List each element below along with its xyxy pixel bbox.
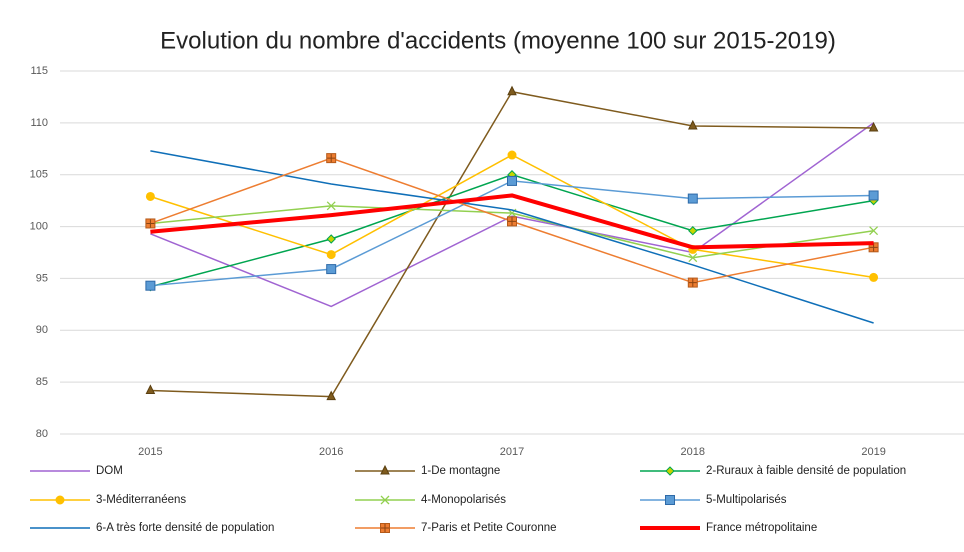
marker [687, 119, 698, 130]
marker [145, 191, 155, 201]
chart-title: Evolution du nombre d'accidents (moyenne… [160, 27, 836, 54]
marker [507, 216, 517, 227]
marker [868, 242, 879, 253]
y-tick-label: 80 [36, 428, 48, 440]
y-tick-label: 100 [30, 220, 48, 232]
marker [687, 277, 698, 288]
marker [687, 193, 698, 204]
legend-label: France métropolitaine [706, 522, 817, 534]
marker [507, 175, 517, 186]
marker [665, 495, 675, 505]
marker [55, 495, 65, 505]
marker [869, 272, 879, 282]
x-tick-label: 2017 [500, 446, 524, 458]
x-tick-label: 2019 [861, 446, 885, 458]
y-tick-label: 110 [30, 117, 48, 129]
x-tick-label: 2018 [681, 446, 705, 458]
legend-label: 2-Ruraux à faible densité de population [706, 465, 906, 477]
marker [868, 121, 879, 132]
series-line [150, 150, 874, 324]
y-tick-label: 115 [30, 65, 48, 77]
marker [869, 226, 879, 236]
marker-plus [688, 278, 697, 287]
marker [145, 280, 156, 291]
legend-label: 4-Monopolarisés [421, 494, 506, 506]
y-tick-label: 95 [36, 272, 48, 284]
legend-label: 3-Méditerranéens [96, 494, 186, 506]
x-tick-label: 2016 [319, 446, 343, 458]
marker [326, 250, 336, 260]
marker [145, 384, 156, 394]
y-tick-label: 85 [36, 376, 48, 388]
series-line [150, 122, 875, 308]
marker [688, 226, 698, 236]
legend-label: 6-A très forte densité de population [96, 522, 274, 534]
legend-label: DOM [96, 465, 123, 477]
legend-label: 7-Paris et Petite Couronne [421, 522, 557, 534]
marker-plus [508, 217, 516, 226]
marker [145, 218, 156, 229]
y-tick-label: 90 [36, 324, 48, 336]
marker [665, 466, 675, 476]
marker [380, 495, 390, 505]
marker-plus [381, 524, 389, 532]
x-tick-label: 2015 [138, 446, 162, 458]
legend-label: 1-De montagne [421, 465, 500, 477]
y-tick-label: 105 [30, 169, 48, 181]
marker [326, 201, 336, 211]
marker-plus [327, 154, 336, 163]
marker [507, 85, 517, 96]
marker [326, 234, 336, 244]
marker [326, 264, 337, 275]
marker-plus [146, 219, 155, 228]
marker [507, 150, 517, 160]
legend-label: 5-Multipolarisés [706, 494, 787, 506]
marker [326, 390, 337, 401]
marker [868, 190, 879, 201]
marker [688, 253, 698, 263]
marker [380, 464, 390, 475]
marker [380, 523, 390, 533]
marker [326, 153, 337, 164]
series-line [150, 193, 874, 250]
